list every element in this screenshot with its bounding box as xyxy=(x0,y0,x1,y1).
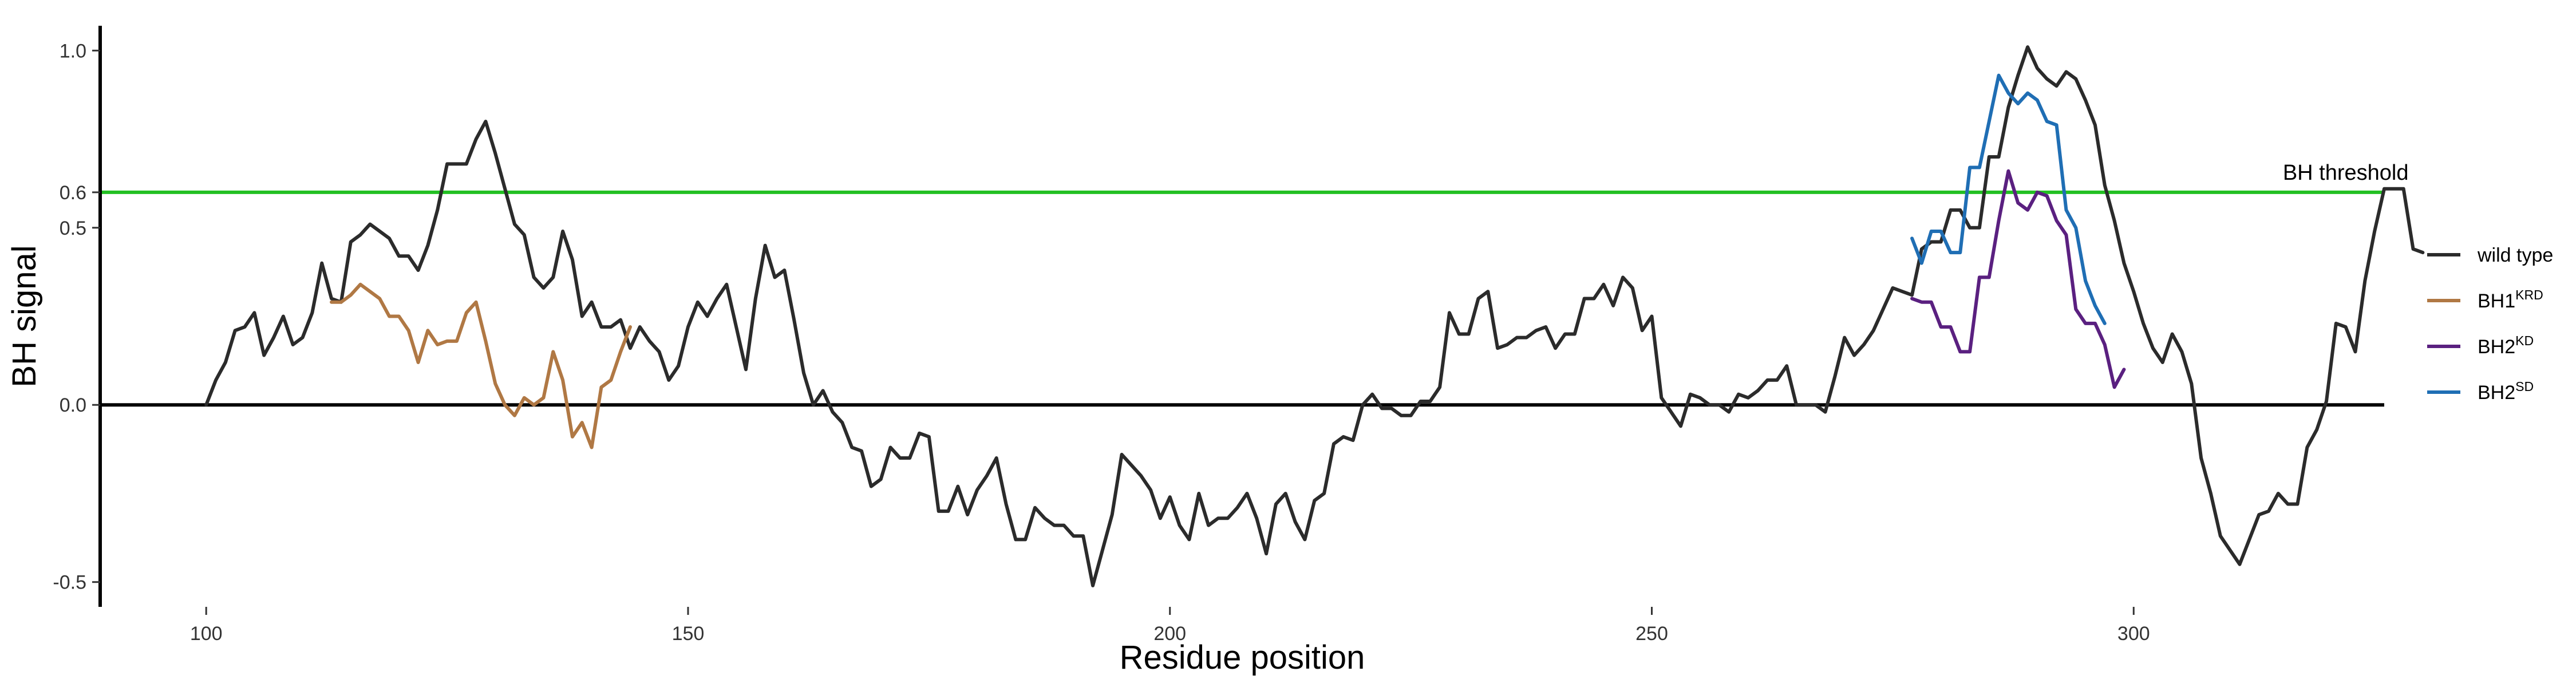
series-line-bh2kd xyxy=(1910,169,2126,389)
legend-item-bh2sd: BH2SD xyxy=(2427,379,2534,404)
y-tick-label: 0.6 xyxy=(60,182,86,204)
y-tick-label: -0.5 xyxy=(53,572,86,594)
x-tick-label: 150 xyxy=(672,623,705,645)
legend: wild type BH1KRD BH2KD BH2SD xyxy=(2427,244,2553,404)
plot-area: BH threshold xyxy=(100,45,2425,587)
legend-item-wild-type: wild type xyxy=(2427,244,2553,266)
y-tick-label: 1.0 xyxy=(60,40,86,62)
axes: -0.5 0.0 0.5 0.6 1.0 100 150 200 250 300 xyxy=(53,26,2150,645)
legend-label: BH2SD xyxy=(2478,379,2534,404)
y-tick-label: 0.0 xyxy=(60,394,86,416)
threshold-label: BH threshold xyxy=(2283,161,2409,185)
x-tick-label: 250 xyxy=(1635,623,1668,645)
series-line-wild-type xyxy=(204,45,2425,587)
legend-item-bh1krd: BH1KRD xyxy=(2427,287,2543,312)
y-tick-label: 0.5 xyxy=(60,218,86,239)
x-tick-label: 300 xyxy=(2117,623,2150,645)
series-line-bh2sd xyxy=(1910,73,2107,325)
legend-item-bh2kd: BH2KD xyxy=(2427,333,2534,358)
y-axis-title: BH signal xyxy=(6,245,43,387)
legend-label: wild type xyxy=(2477,244,2553,266)
x-tick-label: 200 xyxy=(1153,623,1186,645)
legend-label: BH2KD xyxy=(2478,333,2534,358)
x-tick-label: 100 xyxy=(190,623,223,645)
series-line-bh1krd xyxy=(330,282,632,449)
x-axis-title: Residue position xyxy=(1120,639,1365,676)
legend-label: BH1KRD xyxy=(2478,287,2543,312)
